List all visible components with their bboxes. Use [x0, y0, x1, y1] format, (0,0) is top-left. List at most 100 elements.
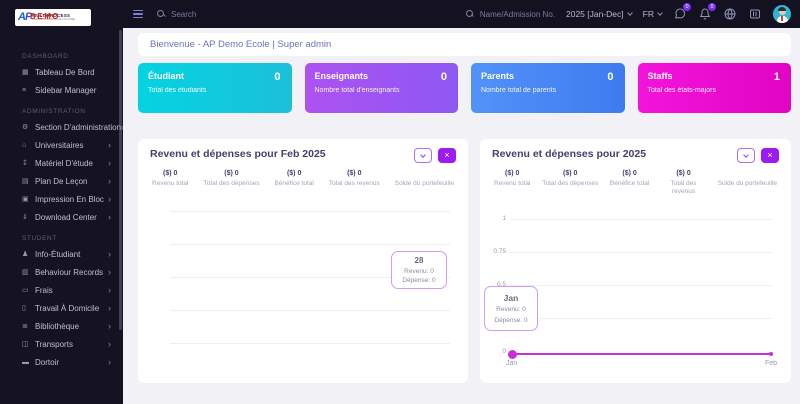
chat-button[interactable]: 0 — [673, 3, 691, 21]
lesson-plan-icon: ▤ — [22, 178, 29, 185]
chart-plot-area: 1 0.75 0.5 0 Jan Feb Jan Revenu: 0 Dépen… — [484, 202, 779, 378]
logo-brand-name: MULTIPROCESS — [32, 12, 71, 18]
chart-stat-value: ($) 0 — [163, 170, 178, 177]
chart-stat: ($) 0 Revenu total — [152, 170, 189, 188]
sidebar-item-plan-de-lecon[interactable]: ▤ Plan De Leçon › — [0, 172, 123, 190]
session-selector[interactable]: 2025 [Jan-Dec] — [566, 9, 633, 19]
user-avatar[interactable] — [773, 5, 791, 23]
sidebar-scrollbar[interactable] — [119, 30, 122, 330]
stat-subtitle: Total des états-majors — [647, 87, 716, 94]
sidebar-item-label: Section D'administration — [35, 122, 122, 132]
chevron-right-icon: › — [108, 211, 111, 222]
charts-row: Revenu et dépenses pour Feb 2025 × ($) 0… — [138, 139, 791, 383]
chat-icon — [675, 8, 686, 19]
chart-title: Revenu et dépenses pour Feb 2025 — [150, 148, 326, 160]
welcome-banner: Bienvenue - AP Demo Ecole | Super admin — [138, 33, 791, 56]
main-content: Bienvenue - AP Demo Ecole | Super admin … — [123, 28, 800, 404]
chart-close-button[interactable]: × — [438, 148, 456, 163]
sidebar-item-download-center[interactable]: ⇓ Download Center › — [0, 208, 123, 226]
chart-point-jan[interactable] — [508, 350, 517, 360]
stat-title: Parents — [481, 71, 515, 81]
sidebar-item-materiel-etude[interactable]: ↧ Matériel D'étude › — [0, 154, 123, 172]
bus-icon: ◫ — [22, 341, 29, 348]
sidebar: AP MULTIPROCESS ADMINISTRATION ALL IN ON… — [0, 0, 123, 404]
gridline — [510, 252, 772, 254]
search-icon — [157, 9, 166, 19]
menu-icon: ≡ — [22, 86, 27, 94]
chart-stat-value: ($) 0 — [224, 170, 239, 177]
sidebar-item-label: Download Center — [35, 212, 97, 222]
tooltip-revenue: Revenu: 0 — [404, 267, 434, 275]
sidebar-menu: DASHBOARD ▦ Tableau De Bord ≡ Sidebar Ma… — [0, 44, 123, 371]
sidebar-item-label: Impression En Bloc — [35, 194, 104, 204]
sidebar-item-label: Sidebar Manager — [35, 85, 97, 95]
chart-stat-label: Total des dépenses — [542, 180, 599, 187]
sidebar-item-sidebar-manager[interactable]: ≡ Sidebar Manager — [0, 81, 123, 99]
chart-stat-value: ($) 0 — [622, 170, 637, 177]
admission-search-input[interactable]: Name/Admission No. — [465, 9, 555, 19]
sidebar-item-behaviour-records[interactable]: ▥ Behaviour Records › — [0, 263, 123, 281]
chart-stat: ($) 0 Bénéfice total — [274, 170, 313, 188]
logo-ap-text: AP — [18, 11, 32, 23]
chart-close-button[interactable]: × — [761, 148, 779, 163]
sidebar-item-label: Dortoir — [35, 357, 60, 367]
section-header-administration: ADMINISTRATION — [22, 108, 86, 115]
sidebar-item-transports[interactable]: ◫ Transports › — [0, 335, 123, 353]
sidebar-item-travail-a-domicile[interactable]: ▯ Travail À Domicile › — [0, 299, 123, 317]
sidebar-item-tableau-de-bord[interactable]: ▦ Tableau De Bord — [0, 63, 123, 81]
library-icon: ≣ — [22, 323, 28, 330]
y-axis-tick: 1 — [502, 215, 506, 223]
bell-icon — [700, 8, 710, 20]
chart-collapse-button[interactable] — [737, 148, 755, 163]
chart-point-feb[interactable] — [769, 352, 773, 357]
fees-icon: ▭ — [22, 287, 29, 294]
chart-stat: ($) 0 Total des revenus — [661, 170, 706, 196]
chart-stat-label: Total des dépenses — [203, 180, 260, 187]
chart-stat: ($) 0 Total des dépenses — [542, 170, 598, 196]
y-axis-tick: 0 — [502, 348, 506, 356]
language-selector[interactable]: FR — [643, 9, 663, 19]
session-label: 2025 [Jan-Dec] — [566, 9, 624, 19]
stat-card-etudiant: Étudiant 0 Total des étudiants — [138, 63, 292, 113]
welcome-text: Bienvenue - AP Demo Ecole | Super admin — [150, 39, 332, 50]
stat-title: Enseignants — [314, 71, 369, 81]
chart-stat-label: Revenu total — [152, 180, 189, 187]
topbar-right-cluster: Name/Admission No. 2025 [Jan-Dec] FR 0 0 — [465, 3, 791, 23]
sidebar-item-dortoir[interactable]: ▬ Dortoir › — [0, 353, 123, 371]
notifications-button[interactable]: 0 — [698, 3, 716, 21]
chevron-right-icon: › — [121, 122, 123, 132]
chart-stat-label: Bénéfice total — [274, 180, 314, 187]
chart-collapse-button[interactable] — [414, 148, 432, 163]
section-header-dashboard: DASHBOARD — [22, 53, 69, 60]
tooltip-title: Jan — [503, 293, 519, 304]
stat-value: 0 — [607, 71, 614, 83]
tooltip-expense: Dépense: 0 — [402, 277, 436, 285]
hamburger-menu-icon[interactable] — [133, 9, 143, 19]
close-icon: × — [767, 150, 773, 160]
chevron-down-icon — [420, 151, 426, 158]
app-logo[interactable]: AP MULTIPROCESS ADMINISTRATION ALL IN ON… — [15, 9, 91, 26]
stat-cards-row: Étudiant 0 Total des étudiants Enseignan… — [138, 63, 791, 113]
sidebar-item-bibliotheque[interactable]: ≣ Bibliothèque › — [0, 317, 123, 335]
sidebar-item-impression-en-bloc[interactable]: ▣ Impression En Bloc › — [0, 190, 123, 208]
gridline — [170, 277, 450, 279]
stat-card-parents: Parents 0 Nombre total de parents — [471, 63, 625, 113]
close-icon: × — [444, 150, 450, 160]
chevron-right-icon: › — [108, 284, 111, 295]
language-globe-button[interactable] — [723, 7, 737, 21]
chart-stats-row: ($) 0 Revenu total ($) 0 Total des dépen… — [492, 170, 779, 196]
chart-tooltip: 28 Revenu: 0 Dépense: 0 — [391, 251, 447, 290]
chevron-right-icon: › — [108, 338, 111, 349]
sidebar-item-universitaires[interactable]: ⌂ Universitaires › — [0, 136, 123, 154]
sidebar-item-info-etudiant[interactable]: ♟ Info-Étudiant › — [0, 245, 123, 263]
admission-search-placeholder: Name/Admission No. — [479, 9, 555, 19]
sidebar-item-frais[interactable]: ▭ Frais › — [0, 281, 123, 299]
fullscreen-button[interactable] — [748, 7, 762, 21]
chart-line-series — [512, 353, 772, 356]
sidebar-item-section-administration[interactable]: ⚙ Section D'administration › — [0, 118, 123, 136]
chart-stat-value: ($) 0 — [563, 170, 578, 177]
chevron-right-icon: › — [108, 139, 111, 150]
chart-stat-value — [718, 170, 777, 178]
global-search-input[interactable]: Search — [157, 9, 196, 19]
monitor-icon: ⚙ — [22, 124, 29, 131]
